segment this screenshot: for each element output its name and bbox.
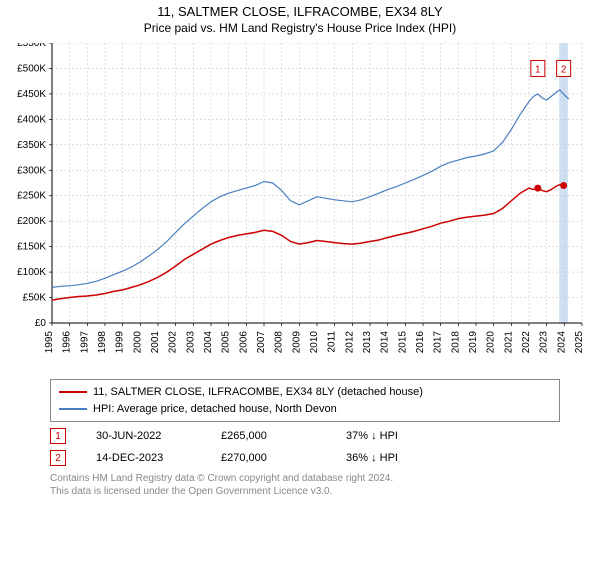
y-tick-label: £500K (17, 63, 46, 74)
marker-date: 30-JUN-2022 (96, 430, 191, 442)
footer-line-1: Contains HM Land Registry data © Crown c… (50, 472, 560, 485)
legend-swatch (59, 391, 87, 393)
chart-marker-number: 1 (535, 64, 541, 75)
marker-price: £270,000 (221, 452, 316, 464)
x-tick-label: 1998 (97, 331, 108, 354)
legend-box: 11, SALTMER CLOSE, ILFRACOMBE, EX34 8LY … (50, 379, 560, 422)
x-tick-label: 2011 (327, 331, 338, 353)
footer-line-2: This data is licensed under the Open Gov… (50, 485, 560, 498)
y-tick-label: £200K (17, 216, 46, 227)
x-tick-label: 2025 (574, 331, 585, 354)
markers-table: 1 30-JUN-2022 £265,000 37% ↓ HPI 2 14-DEC-202… (50, 428, 560, 466)
x-tick-label: 2018 (450, 331, 461, 354)
x-tick-label: 2001 (150, 331, 161, 354)
x-tick-label: 2023 (539, 331, 550, 354)
y-tick-label: £300K (17, 165, 46, 176)
x-tick-label: 2006 (238, 331, 249, 354)
legend-label: HPI: Average price, detached house, Nort… (93, 401, 337, 418)
series-property (52, 185, 564, 301)
x-tick-label: 2010 (309, 331, 320, 354)
legend-item: HPI: Average price, detached house, Nort… (59, 401, 551, 418)
x-tick-label: 2012 (344, 331, 355, 354)
footer-attribution: Contains HM Land Registry data © Crown c… (50, 472, 560, 498)
x-tick-label: 2020 (486, 331, 497, 354)
marker-delta: 36% ↓ HPI (346, 452, 441, 464)
x-tick-label: 2024 (556, 331, 567, 354)
y-tick-label: £450K (17, 89, 46, 100)
marker-date: 14-DEC-2023 (96, 452, 191, 464)
x-tick-label: 2003 (185, 331, 196, 354)
chart-subtitle: Price paid vs. HM Land Registry's House … (0, 21, 600, 35)
x-tick-label: 2015 (397, 331, 408, 354)
y-tick-label: £550K (17, 43, 46, 49)
legend-item: 11, SALTMER CLOSE, ILFRACOMBE, EX34 8LY … (59, 384, 551, 401)
marker-delta: 37% ↓ HPI (346, 430, 441, 442)
marker-row: 1 30-JUN-2022 £265,000 37% ↓ HPI (50, 428, 560, 444)
x-tick-label: 2016 (415, 331, 426, 354)
chart-svg: £0 £50K £100K £150K £200K £250K £300K £350K £400… (0, 43, 600, 373)
marker-number-box: 2 (50, 450, 66, 466)
legend-swatch (59, 408, 87, 410)
x-tick-label: 1997 (79, 331, 90, 354)
y-tick-label: £0 (35, 318, 47, 329)
y-tick-label: £50K (23, 293, 47, 304)
chart-title: 11, SALTMER CLOSE, ILFRACOMBE, EX34 8LY (0, 4, 600, 19)
marker-number-box: 1 (50, 428, 66, 444)
x-tick-label: 2013 (362, 331, 373, 354)
chart-area: £0 £50K £100K £150K £200K £250K £300K £350K £400… (0, 43, 600, 373)
marker-row: 2 14-DEC-2023 £270,000 36% ↓ HPI (50, 450, 560, 466)
legend-label: 11, SALTMER CLOSE, ILFRACOMBE, EX34 8LY … (93, 384, 423, 401)
x-tick-label: 2017 (433, 331, 444, 354)
chart-marker-dot (534, 185, 541, 192)
y-tick-label: £350K (17, 140, 46, 151)
x-tick-label: 2009 (291, 331, 302, 354)
y-tick-label: £100K (17, 267, 46, 278)
x-tick-label: 2021 (503, 331, 514, 354)
y-tick-label: £250K (17, 191, 46, 202)
x-tick-label: 1995 (44, 331, 55, 354)
x-tick-label: 2022 (521, 331, 532, 354)
x-tick-label: 2008 (274, 331, 285, 354)
x-tick-label: 2004 (203, 331, 214, 354)
x-tick-label: 1999 (115, 331, 126, 354)
x-tick-label: 2005 (221, 331, 232, 354)
y-tick-label: £400K (17, 114, 46, 125)
x-tick-label: 2019 (468, 331, 479, 354)
x-tick-label: 2007 (256, 331, 267, 354)
y-tick-label: £150K (17, 242, 46, 253)
marker-price: £265,000 (221, 430, 316, 442)
chart-marker-number: 2 (561, 64, 567, 75)
chart-marker-dot (560, 182, 567, 189)
x-tick-label: 2014 (380, 331, 391, 354)
x-tick-label: 2000 (132, 331, 143, 354)
x-tick-label: 2002 (168, 331, 179, 354)
x-tick-label: 1996 (62, 331, 73, 354)
